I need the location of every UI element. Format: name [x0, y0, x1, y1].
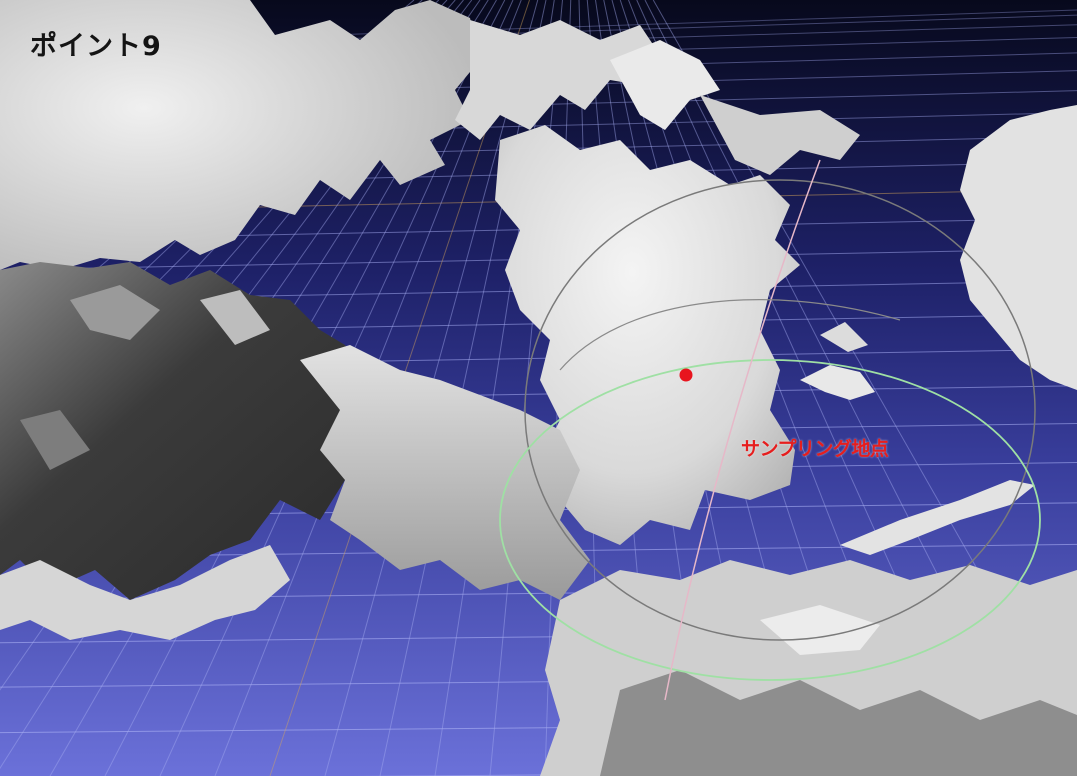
surface-fragment-3: [800, 365, 875, 400]
surface-fragment-2: [700, 95, 860, 175]
gizmo-ring-gray[interactable]: [524, 179, 1036, 641]
surface-central: [495, 125, 800, 545]
point-title: ポイント9: [30, 31, 162, 62]
surface-upper-center: [455, 20, 660, 140]
gizmo-ring-green[interactable]: [499, 359, 1041, 681]
surface-dark-facet-3: [20, 410, 90, 470]
surface-dark-facet-2: [200, 290, 270, 345]
red-dot-icon[interactable]: [679, 368, 693, 382]
gizmo-ring-pink[interactable]: [664, 159, 821, 701]
grid-line: [379, 0, 547, 776]
surface-lower-middle: [300, 345, 590, 600]
surface-dark-facet-1: [70, 285, 160, 340]
surface-dark-left: [0, 262, 380, 600]
surface-fragment-5: [840, 480, 1035, 555]
surface-upper-left: [0, 0, 480, 270]
surface-lower-left: [0, 545, 290, 640]
surface-fragment-1: [610, 40, 720, 130]
surface-right-upper: [960, 105, 1077, 390]
gizmo-arc-gray-inner[interactable]: [559, 299, 901, 371]
surface-fragment-4: [820, 322, 868, 352]
surface-bottom-shadow: [600, 670, 1077, 776]
sampling-point-label: サンプリング地点: [741, 438, 889, 460]
rotation-gizmo[interactable]: [499, 159, 1041, 701]
surface-bottom-highlight: [760, 605, 880, 655]
